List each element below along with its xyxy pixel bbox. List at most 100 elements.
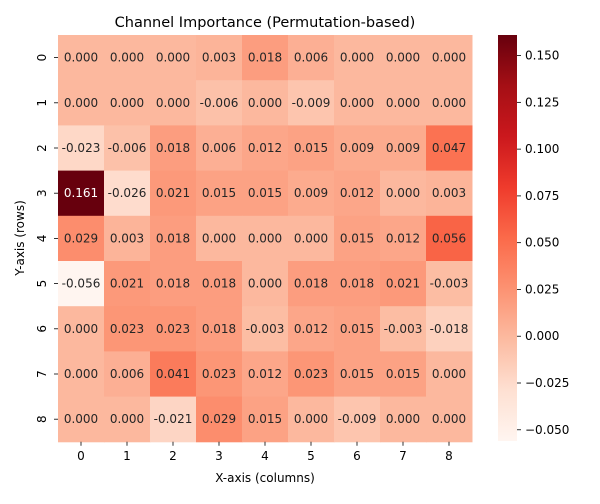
cell-value-label: 0.000: [64, 322, 98, 336]
heatmap-cell: [104, 261, 151, 307]
cell-value-label: 0.000: [110, 412, 144, 426]
cell-value-label: 0.018: [156, 231, 190, 245]
heatmap-cell: [104, 396, 151, 443]
cell-value-label: 0.003: [110, 231, 144, 245]
cell-value-label: 0.006: [294, 51, 328, 65]
x-tick-label: 5: [307, 449, 315, 463]
cell-value-label: 0.000: [294, 412, 328, 426]
heatmap-cell: [334, 80, 381, 126]
heatmap-cell: [288, 35, 335, 81]
heatmap-cell: [196, 351, 243, 398]
cell-value-label: 0.003: [202, 51, 236, 65]
heatmap-cell: [288, 125, 335, 172]
heatmap-cell: [242, 170, 289, 217]
colorbar: [498, 35, 517, 441]
heatmap-cell: [150, 35, 197, 81]
heatmap-cell: [150, 80, 197, 126]
cell-value-label: -0.021: [154, 412, 193, 426]
heatmap-cell: [104, 351, 151, 398]
cell-value-label: 0.015: [294, 141, 328, 155]
heatmap-cell: [58, 261, 105, 307]
heatmap-cell: [196, 261, 243, 307]
heatmap-cell: [58, 80, 105, 126]
cell-value-label: 0.000: [248, 277, 282, 291]
heatmap-cell: [426, 261, 473, 307]
y-tick-label: 2: [35, 144, 49, 152]
cell-value-label: -0.023: [62, 141, 101, 155]
colorbar-tick-label: 0.000: [525, 329, 559, 343]
colorbar-tick-label: −0.050: [525, 423, 569, 437]
heatmap-cell: [58, 306, 105, 352]
heatmap-cell: [380, 125, 427, 172]
cell-value-label: 0.000: [156, 96, 190, 110]
colorbar-ticks: 0.150 0.125 0.100 0.075 0.050 0.025 0.000 −0.02…: [517, 49, 569, 437]
heatmap-cell: [150, 170, 197, 217]
cell-value-label: 0.000: [202, 231, 236, 245]
heatmap-cell: [242, 261, 289, 307]
x-axis-label: X-axis (columns): [215, 471, 315, 485]
cell-value-label: -0.006: [200, 96, 239, 110]
heatmap-cell: [150, 125, 197, 172]
heatmap-cell: [242, 35, 289, 81]
heatmap-cell: [334, 396, 381, 443]
heatmap-cell: [380, 306, 427, 352]
cell-value-label: 0.000: [64, 96, 98, 110]
heatmap-cell: [426, 170, 473, 217]
x-tick-label: 0: [77, 449, 85, 463]
heatmap-cell: [104, 125, 151, 172]
heatmap-cell: [104, 35, 151, 81]
heatmap-cell: [426, 215, 473, 262]
x-tick-label: 7: [399, 449, 407, 463]
heatmap-cell: [104, 215, 151, 262]
cell-value-label: 0.012: [340, 186, 374, 200]
heatmap-cell: [242, 306, 289, 352]
cell-value-label: 0.015: [340, 367, 374, 381]
heatmap-cell: [58, 170, 105, 217]
heatmap-cell: [426, 396, 473, 443]
heatmap-cell: [334, 261, 381, 307]
cell-value-label: 0.023: [110, 322, 144, 336]
cell-value-label: 0.015: [248, 186, 282, 200]
cell-value-label: 0.009: [294, 186, 328, 200]
heatmap-cell: [104, 306, 151, 352]
heatmap-cell: [288, 396, 335, 443]
y-tick-label: 4: [35, 235, 49, 243]
cell-value-label: 0.000: [386, 96, 420, 110]
y-axis-label: Y-axis (rows): [13, 200, 27, 277]
colorbar-tick-label: 0.025: [525, 282, 559, 296]
cell-value-label: 0.003: [432, 186, 466, 200]
cell-value-label: 0.009: [386, 141, 420, 155]
cell-value-label: 0.000: [248, 96, 282, 110]
heatmap-cell: [242, 396, 289, 443]
heatmap-cell: [104, 80, 151, 126]
colorbar-tick-label: 0.150: [525, 49, 559, 63]
cell-value-label: -0.056: [62, 277, 101, 291]
cell-value-label: 0.000: [248, 231, 282, 245]
cell-value-label: 0.023: [156, 322, 190, 336]
cell-value-label: 0.023: [202, 367, 236, 381]
x-tick-label: 8: [445, 449, 453, 463]
x-tick-label: 6: [353, 449, 361, 463]
cell-value-label: 0.018: [340, 277, 374, 291]
heatmap-cell: [242, 125, 289, 172]
heatmap-cell: [380, 215, 427, 262]
cell-value-label: 0.018: [202, 322, 236, 336]
heatmap-cell: [426, 306, 473, 352]
y-tick-label: 5: [35, 280, 49, 288]
x-tick-label: 2: [169, 449, 177, 463]
heatmap-cell: [150, 261, 197, 307]
cell-value-label: 0.018: [294, 277, 328, 291]
cell-value-label: 0.012: [294, 322, 328, 336]
cell-value-label: 0.006: [202, 141, 236, 155]
cell-value-label: 0.009: [340, 141, 374, 155]
cell-value-label: 0.000: [432, 96, 466, 110]
cell-value-label: 0.056: [432, 231, 466, 245]
cell-value-label: -0.003: [430, 277, 469, 291]
cell-value-label: 0.012: [248, 141, 282, 155]
cell-value-label: -0.003: [246, 322, 285, 336]
colorbar-tick-label: 0.100: [525, 142, 559, 156]
heatmap-cell: [196, 396, 243, 443]
heatmap-cell: [242, 351, 289, 398]
heatmap-cell: [196, 306, 243, 352]
